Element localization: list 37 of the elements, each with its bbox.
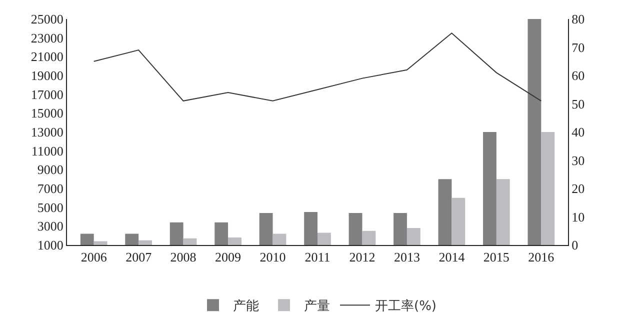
x-tick-label: 2006 bbox=[80, 250, 108, 265]
y-tick-label: 17000 bbox=[30, 86, 64, 102]
y2-tick-label: 40 bbox=[572, 124, 585, 140]
y-tick-label: 13000 bbox=[30, 124, 64, 140]
y-tick-label: 11000 bbox=[31, 143, 64, 158]
x-tick-label: 2007 bbox=[126, 250, 152, 265]
y-tick-label: 25000 bbox=[30, 12, 64, 27]
legend-label: 产量 bbox=[304, 299, 330, 314]
y2-tick-label: 80 bbox=[572, 12, 585, 27]
legend-label: 产能 bbox=[233, 299, 259, 314]
legend-label: 开工率(%) bbox=[375, 298, 436, 314]
y-tick-label: 23000 bbox=[30, 30, 64, 46]
x-tick-label: 2014 bbox=[438, 250, 466, 265]
y-tick-label: 7000 bbox=[37, 181, 64, 196]
y2-tick-label: 20 bbox=[572, 181, 585, 196]
y2-tick-label: 70 bbox=[572, 40, 585, 55]
x-tick-label: 2011 bbox=[304, 250, 330, 265]
y-tick-label: 9000 bbox=[37, 162, 64, 178]
y2-tick-label: 10 bbox=[572, 209, 585, 224]
x-tick-label: 2012 bbox=[349, 250, 376, 265]
y-tick-label: 21000 bbox=[30, 49, 64, 64]
y-tick-label: 19000 bbox=[30, 68, 64, 84]
y-tick-label: 15000 bbox=[30, 106, 64, 121]
x-tick-label: 2016 bbox=[528, 250, 555, 265]
x-tick-label: 2013 bbox=[394, 250, 420, 265]
y-tick-label: 3000 bbox=[37, 218, 64, 234]
y2-tick-label: 50 bbox=[572, 96, 585, 112]
y-tick-label: 5000 bbox=[37, 200, 64, 215]
y2-tick-label: 60 bbox=[572, 68, 585, 84]
x-tick-label: 2009 bbox=[215, 250, 242, 265]
x-tick-label: 2010 bbox=[260, 250, 286, 265]
line-series bbox=[93, 32, 542, 102]
x-tick-label: 2008 bbox=[170, 250, 196, 265]
y2-tick-label: 30 bbox=[572, 152, 585, 168]
y-tick-label: 1000 bbox=[37, 238, 64, 253]
y2-tick-label: 0 bbox=[572, 238, 578, 253]
x-tick-label: 2015 bbox=[483, 250, 510, 265]
